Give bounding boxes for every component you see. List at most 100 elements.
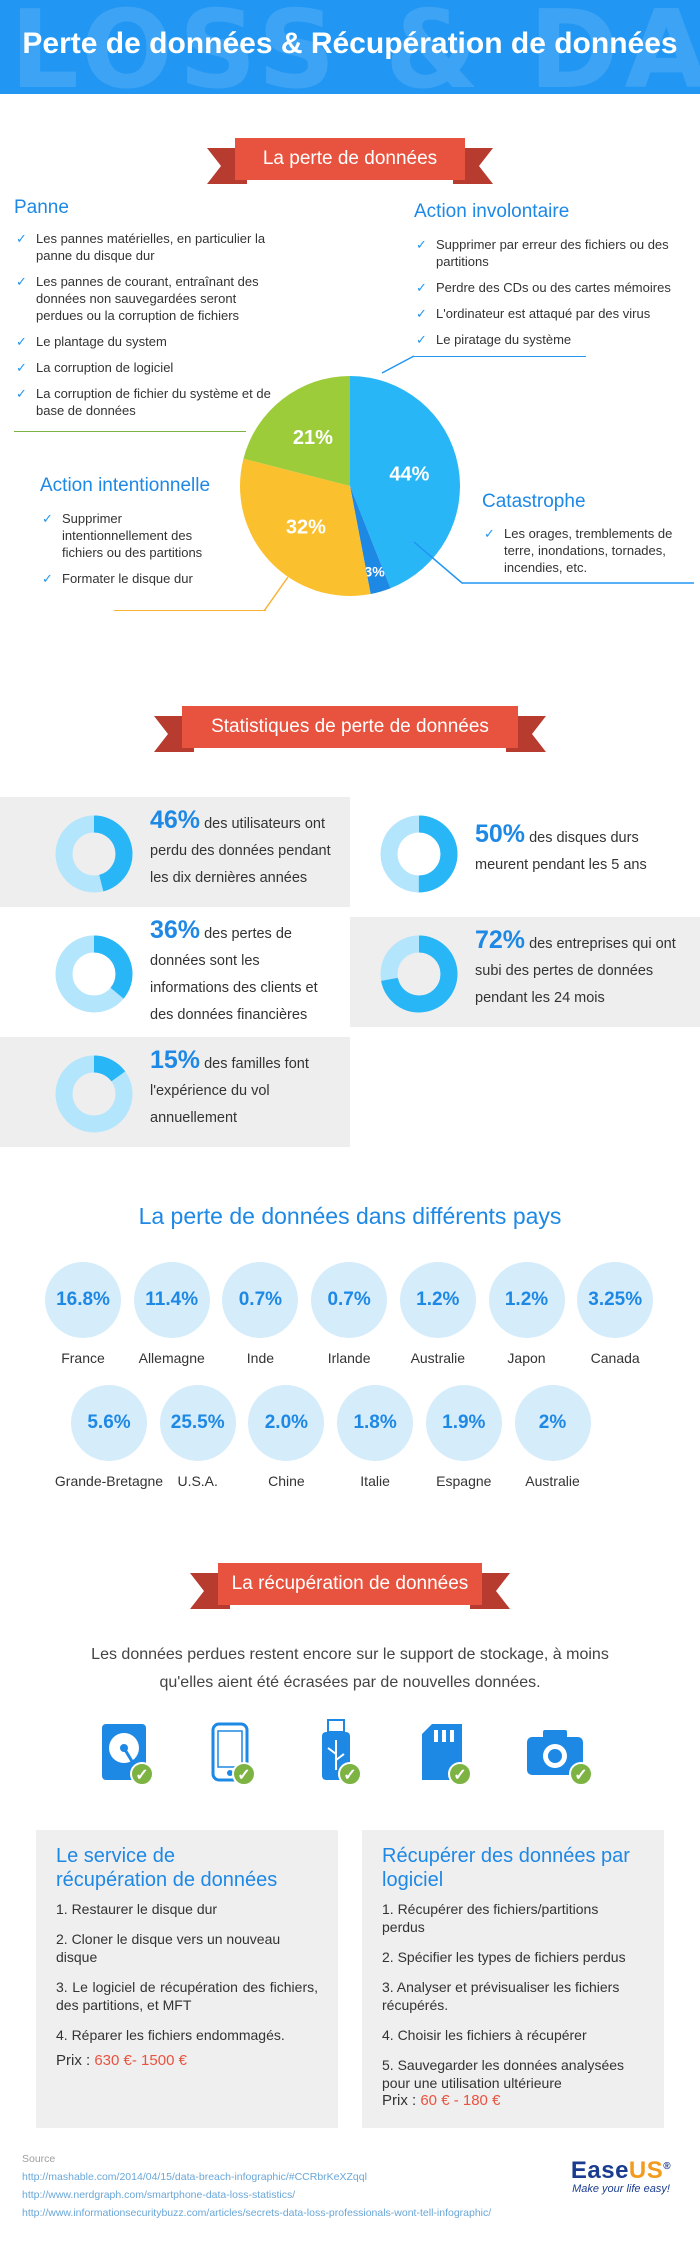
stat-percent: 36%: [150, 916, 201, 944]
donut-chart: [380, 935, 458, 1013]
easeus-logo: EaseUS® Make your life easy!: [566, 2157, 676, 2195]
list-item: ✓ L'ordinateur est attaqué par des virus: [416, 306, 651, 321]
country-name: Chine: [268, 1473, 305, 1489]
leader-connector-involontaire: [381, 355, 415, 374]
country-name: Espagne: [436, 1473, 492, 1489]
country-name: Italie: [360, 1473, 390, 1489]
list-item: 1. Restaurer le disque dur: [56, 1901, 218, 1917]
leader-connector-intentionnelle: [263, 576, 289, 612]
ribbon-statistics: Statistiques de perte de données: [154, 706, 546, 756]
list-intentionnelle: ✓ Supprimer intentionnellement des fichie…: [40, 510, 210, 596]
check-badge-icon: ✓: [448, 1762, 472, 1786]
country-value-bubble: 1.2%: [399, 1262, 476, 1338]
stat-text-line: subi des pertes de données: [475, 963, 654, 979]
stat-text-line: meurent pendant les 5 ans: [475, 857, 647, 873]
software-steps: 1. Récupérer des fichiers/partitions per…: [382, 1900, 644, 2104]
stat-text-line: données sont les: [150, 953, 260, 969]
recovery-intro: Les données perdues restent encore sur l…: [91, 1646, 609, 1691]
list-catastrophe: ✓ Les orages, tremblements de terre, inon…: [482, 525, 678, 585]
country-name: Allemagne: [138, 1350, 205, 1366]
list-item: 2. Cloner le disque vers un nouveau disq…: [56, 1931, 281, 1965]
category-title-catastrophe: Catastrophe: [482, 491, 586, 512]
donut-chart: [55, 1055, 133, 1133]
price-value: 630 €- 1500 €: [94, 2052, 187, 2069]
list-item: ✓ Le piratage du système: [416, 332, 572, 347]
check-icon: ✓: [16, 231, 27, 246]
stat-percent: 15%: [150, 1046, 201, 1074]
service-steps: 1. Restaurer le disque dur 2. Cloner le …: [56, 1900, 318, 2056]
country-name: Canada: [590, 1350, 640, 1366]
list-item: 4. Réparer les fichiers endommagés.: [56, 2027, 285, 2043]
pie-slice: [243, 376, 350, 486]
stat-card: 72% des entreprises qui ont subi des per…: [350, 917, 700, 1027]
panel-title: Récupérer des données par logiciel: [382, 1845, 630, 1891]
donut-fill: [55, 815, 133, 893]
source-label: Source: [22, 2153, 56, 2165]
price-software: Prix : 60 € - 180 €: [382, 2092, 501, 2109]
pie-slice: [350, 376, 460, 589]
country-name: Australie: [410, 1350, 466, 1366]
page-title: Perte de données & Récupération de donné…: [22, 27, 678, 60]
stat-percent: 72%: [475, 926, 526, 954]
stat-text-line: des disques durs: [529, 830, 639, 846]
check-badge-icon: ✓: [569, 1762, 593, 1786]
donut-fill: [55, 1055, 133, 1133]
country-value-bubble: 1.8%: [337, 1385, 414, 1461]
stat-percent: 46%: [150, 806, 201, 834]
country-value-bubble: 0.7%: [311, 1262, 388, 1338]
country-value-bubble: 11.4%: [133, 1262, 210, 1338]
check-icon: ✓: [416, 306, 427, 321]
panel-title: Le service de récupération de données: [56, 1845, 278, 1891]
list-item: ✓ La corruption de logiciel: [16, 360, 174, 375]
source-link[interactable]: http://mashable.com/2014/04/15/data-brea…: [22, 2171, 367, 2183]
pie-slice-label: 3%: [364, 564, 385, 580]
leader-line-catastrophe: [413, 541, 694, 584]
list-item: 5. Sauvegarder les données analysées pou…: [382, 2057, 625, 2091]
country-value-bubble: 3.25%: [577, 1262, 654, 1338]
list-item: ✓ Supprimer par erreur des fichiers ou de…: [416, 237, 669, 269]
list-item: ✓ Les pannes de courant, entraînant des d…: [16, 274, 259, 323]
check-icon: ✓: [16, 360, 27, 375]
stat-text-line: des familles font: [204, 1056, 309, 1072]
donut-fill: [380, 815, 458, 893]
ribbon-recovery: La récupération de données: [190, 1563, 510, 1613]
panel-software-recovery: Récupérer des données par logiciel 1. Réc…: [362, 1830, 664, 2128]
stat-text-line: l'expérience du vol: [150, 1083, 270, 1099]
countries-title: La perte de données dans différents pays: [138, 1203, 562, 1229]
device-usb: ✓: [316, 1718, 396, 1788]
device-camera: ✓: [525, 1728, 605, 1798]
stat-card: 15% des familles font l'expérience du vo…: [0, 1037, 350, 1147]
leader-line-panne: [14, 431, 246, 432]
donut-fill: [55, 935, 133, 1013]
stat-text-line: des données financières: [150, 1007, 308, 1023]
donut-chart: [55, 935, 133, 1013]
country-value-bubble: 1.2%: [488, 1262, 565, 1338]
category-title-intentionnelle: Action intentionnelle: [40, 475, 211, 496]
country-value-bubble: 25.5%: [159, 1385, 236, 1461]
stat-text-line: pendant les 24 mois: [475, 990, 605, 1006]
source-link[interactable]: http://www.nerdgraph.com/smartphone-data…: [22, 2189, 296, 2201]
list-item: ✓ Perdre des CDs ou des cartes mémoires: [416, 280, 671, 295]
donut-chart: [55, 815, 133, 893]
list-involontaire: ✓ Supprimer par erreur des fichiers ou de…: [414, 236, 694, 357]
country-name: Japon: [507, 1350, 546, 1366]
country-name: Australie: [525, 1473, 580, 1489]
list-item: ✓ Formater le disque dur: [42, 571, 193, 586]
country-name: France: [61, 1350, 105, 1366]
stat-text-line: informations des clients et: [150, 980, 318, 996]
device-phone: ✓: [210, 1722, 290, 1792]
source-block: Source http://mashable.com/2014/04/15/da…: [22, 2150, 491, 2222]
list-item: ✓ Le plantage du system: [16, 334, 167, 349]
leader-line-involontaire: [414, 356, 586, 357]
stat-card: 50% des disques durs meurent pendant les…: [350, 797, 700, 907]
country-value-bubble: 0.7%: [222, 1262, 299, 1338]
ribbon-label: La récupération de données: [218, 1563, 482, 1605]
logo-tagline: Make your life easy!: [572, 2183, 670, 2195]
category-title-panne: Panne: [14, 197, 69, 218]
check-icon: ✓: [16, 274, 27, 289]
camera-icon: [527, 1730, 583, 1775]
stat-text-line: des entreprises qui ont: [529, 936, 676, 952]
check-icon: ✓: [42, 511, 53, 526]
source-link[interactable]: http://www.informationsecuritybuzz.com/a…: [22, 2207, 492, 2219]
ribbon-label: La perte de données: [235, 138, 465, 180]
